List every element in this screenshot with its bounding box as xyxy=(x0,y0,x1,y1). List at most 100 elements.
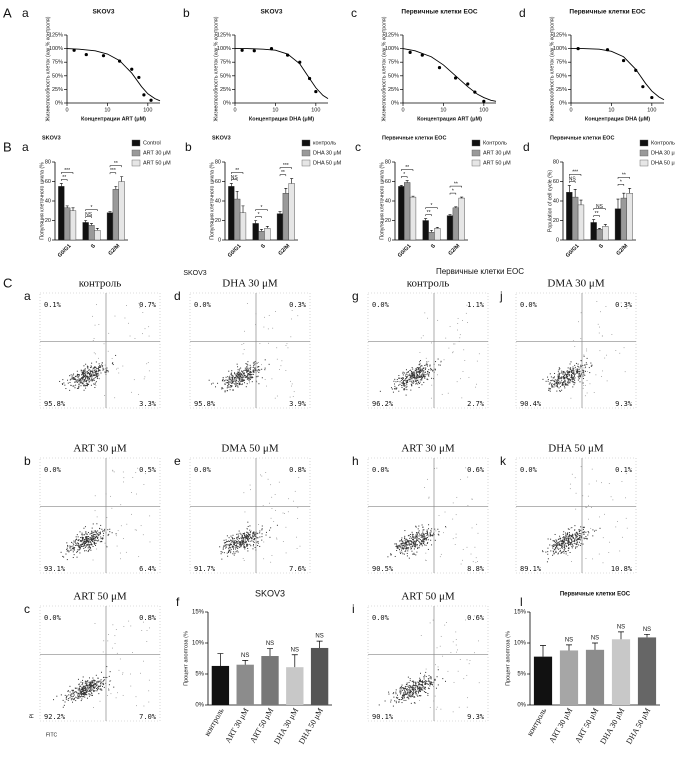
event-dot xyxy=(256,537,258,539)
event-dot xyxy=(567,550,569,552)
event-dot xyxy=(463,678,465,680)
x-tick-label: ART 30 μM xyxy=(547,706,574,744)
event-dot xyxy=(278,481,280,483)
y-tick-label: 100% xyxy=(217,46,231,52)
event-dot xyxy=(229,549,231,551)
event-dot xyxy=(410,369,412,371)
event-dot xyxy=(421,535,423,537)
event-dot xyxy=(419,367,421,369)
event-dot xyxy=(228,377,230,379)
plot-frame xyxy=(189,292,311,409)
event-dot xyxy=(564,539,566,541)
event-dot xyxy=(85,537,87,539)
event-dot xyxy=(230,379,232,381)
error-bar xyxy=(278,211,282,214)
y-tick-label: 25% xyxy=(52,87,63,93)
event-dot xyxy=(97,677,99,679)
event-dot xyxy=(401,702,403,704)
event-dot xyxy=(431,682,433,684)
significance-label: ** xyxy=(114,161,118,167)
event-dot xyxy=(231,370,233,372)
event-dot xyxy=(417,685,419,687)
event-dot xyxy=(234,378,236,380)
event-dot xyxy=(234,545,236,547)
event-dot xyxy=(551,383,553,385)
event-dot xyxy=(573,372,575,374)
event-dot xyxy=(89,690,91,692)
event-dot xyxy=(239,532,241,534)
event-dot xyxy=(461,397,463,399)
event-dot xyxy=(576,538,578,540)
event-dot xyxy=(396,697,398,699)
event-dot xyxy=(65,388,67,390)
event-dot xyxy=(575,546,577,548)
event-dot xyxy=(243,544,245,546)
event-dot xyxy=(412,539,414,541)
event-dot xyxy=(79,548,81,550)
event-dot xyxy=(410,548,412,550)
event-dot xyxy=(583,367,585,369)
event-dot xyxy=(563,537,565,539)
event-dot xyxy=(91,682,93,684)
event-dot xyxy=(415,525,417,527)
event-dot xyxy=(274,397,276,399)
event-dot xyxy=(96,687,98,689)
event-dot xyxy=(567,555,569,556)
event-dot xyxy=(245,536,247,538)
event-dot xyxy=(426,680,428,682)
event-dot xyxy=(80,685,82,687)
event-dot xyxy=(452,502,454,504)
data-point xyxy=(420,53,424,57)
event-dot xyxy=(424,377,426,379)
event-dot xyxy=(418,532,420,534)
event-dot xyxy=(415,377,417,379)
event-dot xyxy=(251,377,253,379)
event-dot xyxy=(247,544,249,546)
event-dot xyxy=(93,679,95,681)
event-dot xyxy=(93,367,95,369)
event-dot xyxy=(403,383,405,385)
event-dot xyxy=(89,367,91,369)
x-axis-label: Концентрация DHA (μM) xyxy=(249,116,314,122)
event-dot xyxy=(91,536,93,538)
bar xyxy=(452,207,459,241)
event-dot xyxy=(563,377,565,379)
event-dot xyxy=(423,374,425,376)
event-dot xyxy=(476,523,478,525)
event-dot xyxy=(582,387,584,389)
event-dot xyxy=(237,533,239,535)
event-dot xyxy=(403,697,405,699)
event-dot xyxy=(253,361,255,363)
event-dot xyxy=(103,679,105,681)
event-dot xyxy=(89,689,91,691)
event-dot xyxy=(429,682,431,684)
event-dot xyxy=(400,547,402,549)
event-dot xyxy=(598,332,600,334)
event-dot xyxy=(106,546,108,548)
group-title: Первичные клетки EOC xyxy=(436,267,524,276)
event-dot xyxy=(63,382,65,384)
significance-label: ** xyxy=(427,210,431,216)
event-dot xyxy=(422,535,424,537)
event-dot xyxy=(419,679,421,681)
event-dot xyxy=(409,546,411,548)
event-dot xyxy=(76,373,78,375)
event-dot xyxy=(408,541,410,543)
event-dot xyxy=(406,372,408,374)
y-tick-label: 125% xyxy=(217,32,231,38)
panel-letter: a xyxy=(22,6,29,20)
event-dot xyxy=(96,681,98,683)
event-dot xyxy=(412,368,414,370)
event-dot xyxy=(435,530,437,532)
event-dot xyxy=(571,535,573,537)
event-dot xyxy=(407,371,409,373)
event-dot xyxy=(253,369,255,371)
event-dot xyxy=(242,537,244,539)
event-dot xyxy=(406,541,408,543)
event-dot xyxy=(233,538,235,540)
event-dot xyxy=(256,541,258,543)
event-dot xyxy=(417,373,419,375)
x-tick-label: 100 xyxy=(647,107,656,113)
event-dot xyxy=(263,326,265,328)
event-dot xyxy=(423,542,425,544)
